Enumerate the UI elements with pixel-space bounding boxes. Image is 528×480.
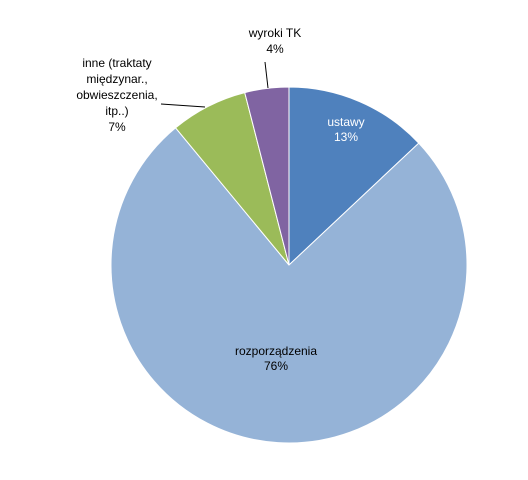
slice-value-label: 76% <box>264 359 288 373</box>
slice-label-2: inne (traktaty międzynar., obwieszczenia, i… <box>76 56 157 134</box>
slice-name-label: inne (traktaty <box>82 56 151 70</box>
slice-label-0: ustawy 13% <box>327 115 364 144</box>
slice-label-1: rozporządzenia 76% <box>235 344 317 373</box>
slice-name-label: obwieszczenia, <box>76 88 157 102</box>
slice-name-label: itp..) <box>105 104 128 118</box>
slice-value-label: 7% <box>108 120 126 134</box>
slice-label-3: wyroki TK 4% <box>248 26 301 56</box>
pie-slice-0 <box>288 86 420 267</box>
leader-line-3 <box>264 61 269 89</box>
slice-value-label: 13% <box>334 130 358 144</box>
slice-name-label: międzynar., <box>86 72 147 86</box>
slice-name-label: wyroki TK <box>248 26 301 40</box>
slice-name-label: ustawy <box>327 115 364 129</box>
pie-slice-1 <box>110 127 468 444</box>
pie-slice-3 <box>244 86 290 266</box>
slice-name-label: rozporządzenia <box>235 344 317 358</box>
slice-value-label: 4% <box>266 42 284 56</box>
leader-line-2 <box>160 103 206 108</box>
